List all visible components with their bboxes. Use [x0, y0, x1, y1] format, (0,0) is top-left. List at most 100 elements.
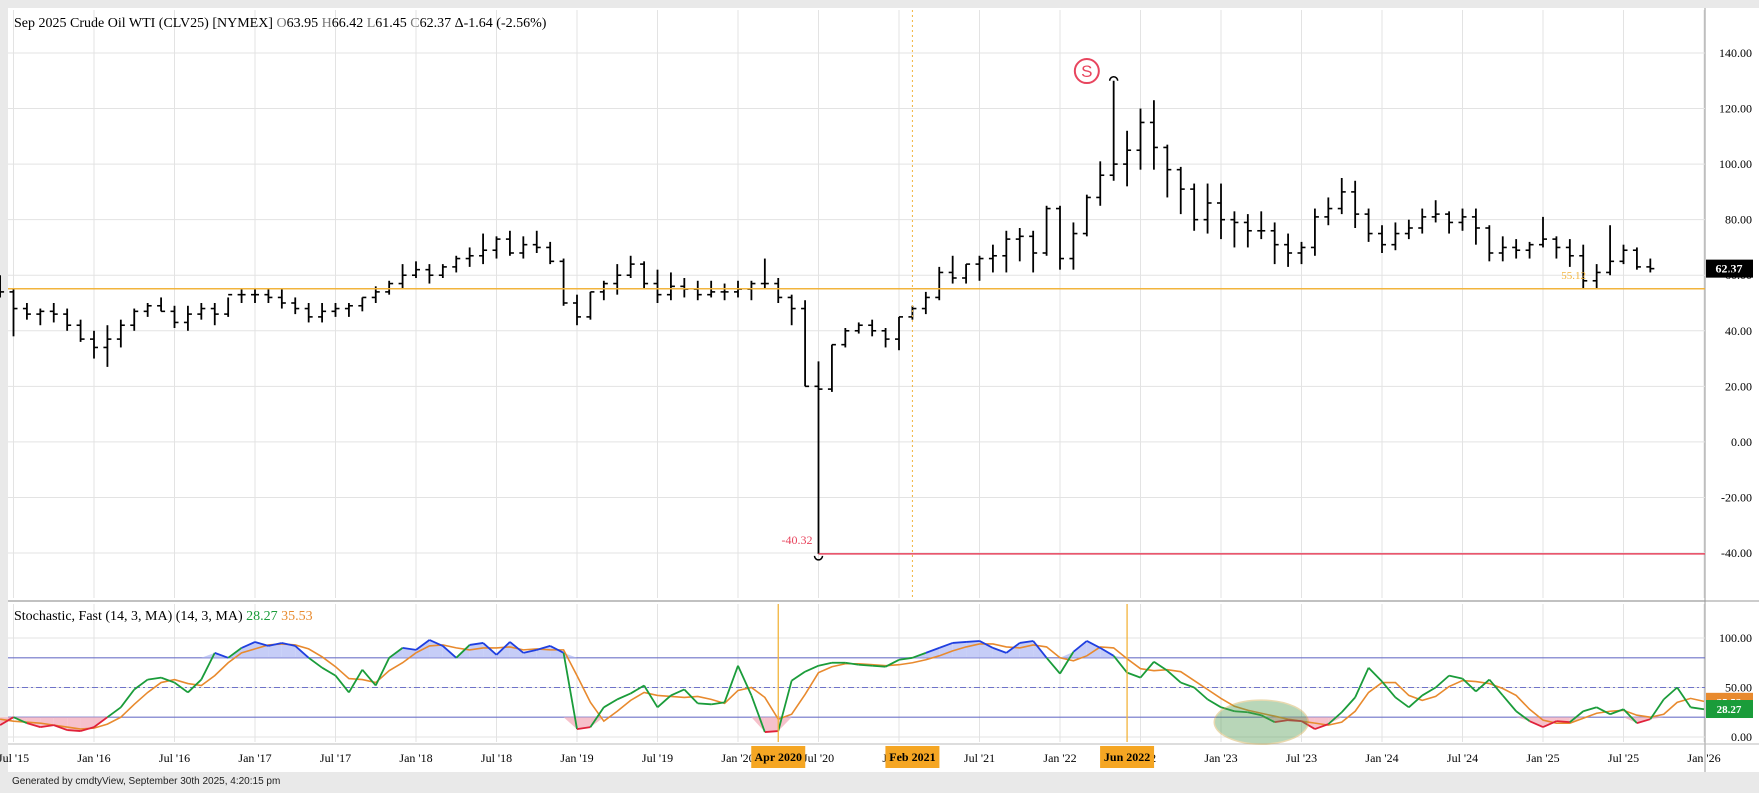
y-tick-label: 20.00 — [1725, 379, 1752, 393]
event-label: Apr 2020 — [755, 750, 802, 764]
high-value: 66.42 — [332, 16, 364, 31]
stoch-k-segment — [1421, 686, 1437, 697]
oversold-fill — [1328, 717, 1342, 725]
last-price-tag — [1706, 259, 1753, 278]
stoch-k-segment — [1247, 711, 1262, 717]
y-axis-bg — [1705, 8, 1759, 772]
stoch-k-segment — [26, 722, 41, 728]
stoch-k-segment — [1153, 661, 1168, 672]
stoch-k-segment — [40, 724, 54, 728]
stoch-k-segment — [160, 676, 175, 684]
stoch-k-segment — [1045, 657, 1061, 675]
oversold-fill — [577, 717, 591, 730]
x-tick-label: Jul '21 — [964, 751, 995, 765]
oversold-fill — [1314, 717, 1329, 730]
close-value: 62.37 — [420, 16, 452, 31]
stoch-k-segment — [1180, 681, 1195, 689]
stoch-k-segment — [777, 680, 793, 732]
support-label: 55.12 — [1561, 270, 1586, 282]
stoch-k-segment — [1274, 719, 1289, 724]
stoch-k-segment — [711, 701, 725, 706]
stoch-k-segment — [1166, 669, 1182, 684]
y-tick-label: 0.00 — [1731, 435, 1752, 449]
overbought-fill — [925, 647, 940, 658]
stoch-k-segment — [1112, 655, 1128, 674]
stoch-k-segment — [1609, 708, 1624, 716]
oversold-fill — [1261, 717, 1275, 723]
stoch-k-segment — [804, 664, 819, 673]
stoch-k-segment — [374, 657, 390, 686]
overbought-fill — [550, 645, 564, 658]
stoch-k-segment — [214, 652, 229, 659]
stoch-legend: Stochastic, Fast (14, 3, MA) (14, 3, MA)… — [14, 609, 313, 624]
x-tick-label: Jan '23 — [1204, 751, 1237, 765]
stoch-k-segment — [1394, 696, 1410, 709]
stoch-k-segment — [723, 665, 739, 703]
stoch-k-segment — [818, 661, 833, 667]
stoch-k-segment — [1126, 671, 1141, 679]
stoch-k-segment — [1515, 710, 1531, 722]
sell-signal-icon — [1073, 58, 1100, 85]
y-tick-label: -20.00 — [1721, 490, 1752, 504]
stoch-k-segment — [1019, 640, 1034, 644]
stoch-k-segment — [764, 730, 779, 733]
stoch-k-segment — [187, 678, 202, 694]
stoch-k-segment — [106, 706, 122, 718]
stoch-k-segment — [1327, 711, 1343, 725]
low-marker — [813, 555, 824, 561]
overbought-fill — [201, 652, 215, 658]
last-price-label: 62.37 — [1716, 262, 1743, 276]
stoch-k-segment — [254, 641, 269, 647]
stoch-k-segment — [656, 694, 672, 708]
stoch-k-segment — [1032, 640, 1048, 659]
overbought-fill — [281, 642, 296, 658]
x-tick-label: Jan '16 — [77, 751, 110, 765]
open-value: 63.95 — [287, 16, 319, 31]
event-label: Feb 2021 — [889, 750, 935, 764]
oversold-fill — [590, 717, 604, 728]
stoch-k-segment — [67, 729, 81, 732]
stoch-d-value: 35.53 — [281, 609, 313, 624]
stoch-k-segment — [1381, 680, 1397, 698]
stoch-k-segment — [952, 641, 967, 644]
stoch-k-segment — [469, 642, 484, 646]
oversold-fill — [764, 717, 779, 733]
stoch-k-segment — [1529, 720, 1544, 728]
stoch-k-segment — [388, 647, 404, 659]
stoch-k-segment — [737, 665, 753, 696]
stoch-k-segment — [1676, 686, 1692, 708]
stoch-k-segment — [1502, 694, 1517, 712]
stoch-k-segment — [147, 676, 162, 681]
y-tick-label: -40.00 — [1721, 546, 1752, 560]
overbought-fill — [952, 641, 967, 658]
stoch-k-segment — [402, 647, 417, 651]
stoch-k-segment — [53, 724, 68, 731]
x-tick-label: Jan '19 — [560, 751, 593, 765]
stoch-k-segment — [348, 669, 364, 693]
stoch-k-segment — [227, 647, 243, 659]
stoch-k-segment — [1341, 696, 1356, 713]
stoch-k-segment — [576, 726, 591, 730]
stoch-k-segment — [1260, 714, 1276, 723]
x-tick-label: Jan '18 — [399, 751, 432, 765]
stoch-k-segment — [200, 652, 216, 680]
stoch-k-segment — [509, 641, 524, 654]
stoch-k-segment — [616, 692, 632, 701]
x-tick-label: Jan '20 — [721, 751, 754, 765]
x-tick-label: Jul '23 — [1286, 751, 1317, 765]
y-tick-label: 100.00 — [1719, 157, 1752, 171]
stoch-k-segment — [1582, 706, 1597, 713]
y-tick-label: 140.00 — [1719, 46, 1752, 60]
x-tick-label: Jul '19 — [642, 751, 673, 765]
x-tick-label: Jul '16 — [159, 751, 190, 765]
stoch-k-segment — [1596, 706, 1611, 716]
x-tick-label: Jul '25 — [1608, 751, 1639, 765]
stoch-k-segment — [281, 642, 296, 647]
overbought-fill — [992, 647, 1007, 658]
highlight-ellipse — [1213, 699, 1309, 745]
overbought-fill — [268, 642, 282, 658]
x-tick-label: Jan '25 — [1526, 751, 1559, 765]
stoch-k-segment — [630, 684, 645, 695]
stoch-k-segment — [603, 698, 618, 709]
